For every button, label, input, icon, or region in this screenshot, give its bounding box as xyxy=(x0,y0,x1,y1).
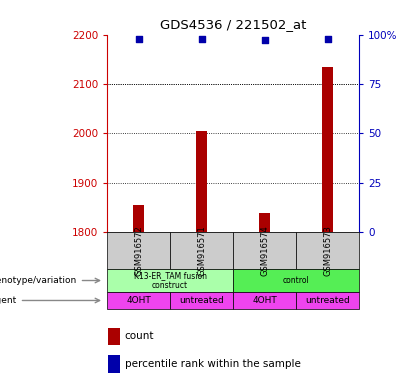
Bar xyxy=(170,292,233,309)
Bar xyxy=(108,328,120,345)
Bar xyxy=(259,213,270,232)
Text: untreated: untreated xyxy=(305,296,350,305)
Point xyxy=(324,35,331,41)
Text: count: count xyxy=(125,331,154,341)
Bar xyxy=(107,269,233,292)
Text: GSM916574: GSM916574 xyxy=(260,225,269,276)
Bar xyxy=(108,355,120,372)
Bar xyxy=(296,232,359,269)
Text: untreated: untreated xyxy=(179,296,224,305)
Text: GSM916573: GSM916573 xyxy=(323,225,332,276)
Bar xyxy=(107,232,170,269)
Text: GSM916571: GSM916571 xyxy=(197,225,206,276)
Text: K13-ER_TAM fusion
construct: K13-ER_TAM fusion construct xyxy=(134,271,207,290)
Text: 4OHT: 4OHT xyxy=(252,296,277,305)
Bar xyxy=(296,292,359,309)
Point xyxy=(135,35,142,41)
Text: genotype/variation: genotype/variation xyxy=(0,276,100,285)
Bar xyxy=(233,269,359,292)
Bar xyxy=(133,205,144,232)
Bar xyxy=(196,131,207,232)
Text: control: control xyxy=(283,276,310,285)
Bar xyxy=(233,232,296,269)
Bar xyxy=(107,292,170,309)
Text: GSM916572: GSM916572 xyxy=(134,225,143,276)
Bar xyxy=(233,292,296,309)
Text: agent: agent xyxy=(0,296,100,305)
Bar xyxy=(170,232,233,269)
Title: GDS4536 / 221502_at: GDS4536 / 221502_at xyxy=(160,18,306,31)
Text: percentile rank within the sample: percentile rank within the sample xyxy=(125,359,301,369)
Text: 4OHT: 4OHT xyxy=(126,296,151,305)
Bar xyxy=(322,67,333,232)
Point xyxy=(261,37,268,43)
Point xyxy=(198,35,205,41)
